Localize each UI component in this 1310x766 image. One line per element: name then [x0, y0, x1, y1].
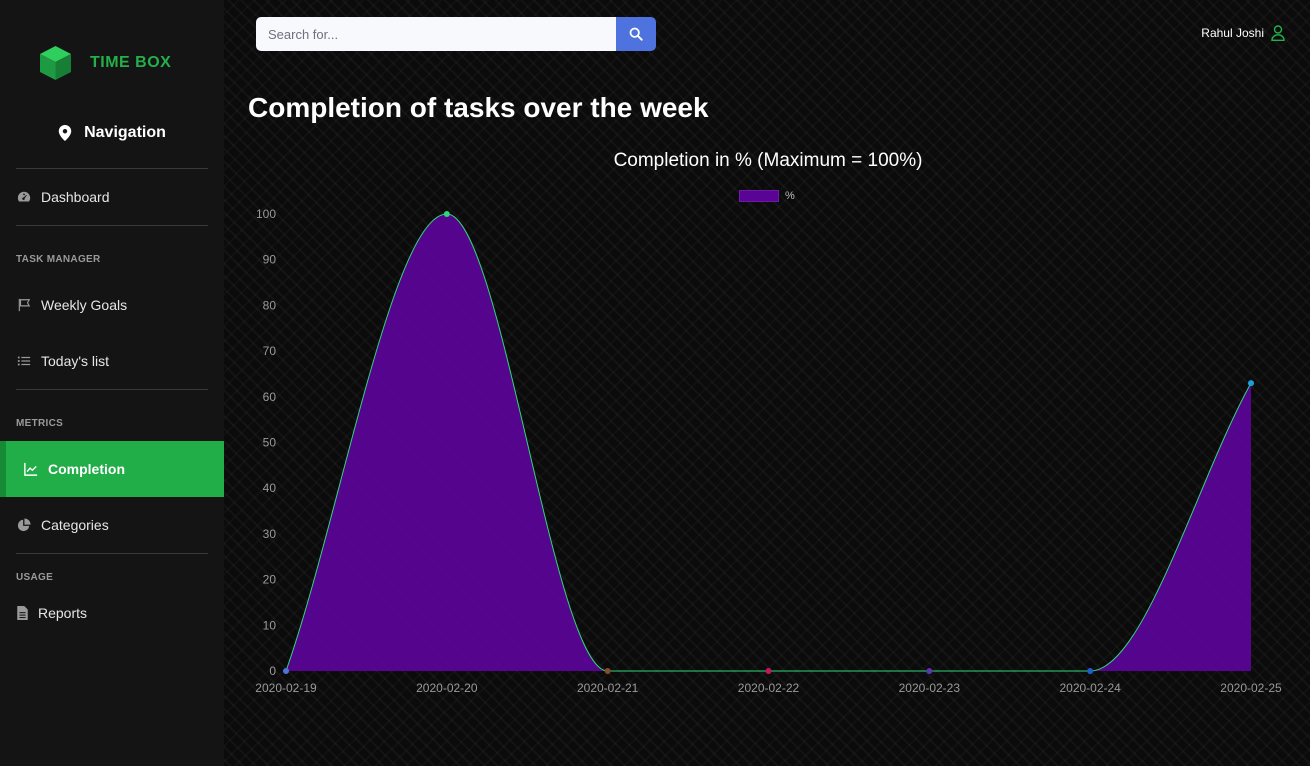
- search-icon: [629, 27, 643, 41]
- divider: [16, 389, 208, 390]
- legend-swatch: [739, 190, 779, 202]
- sidebar: TIME BOX Navigation Dashboard TASK MANAG…: [0, 0, 224, 766]
- x-tick-label: 2020-02-20: [416, 681, 478, 695]
- flag-icon: [18, 298, 31, 312]
- y-tick-label: 60: [263, 390, 277, 404]
- sidebar-item-label: Categories: [41, 517, 109, 533]
- sidebar-item-label: Dashboard: [41, 189, 110, 205]
- section-label-metrics: METRICS: [16, 418, 64, 429]
- y-tick-label: 0: [269, 664, 276, 678]
- y-tick-label: 40: [263, 481, 277, 495]
- sidebar-item-categories[interactable]: Categories: [0, 497, 224, 553]
- data-point: [765, 668, 772, 674]
- user-menu[interactable]: Rahul Joshi: [1201, 25, 1285, 41]
- area-fill: [286, 214, 1251, 671]
- chart-line-icon: [24, 462, 38, 476]
- x-tick-label: 2020-02-21: [577, 681, 639, 695]
- sidebar-item-reports[interactable]: Reports: [0, 585, 224, 641]
- data-point: [283, 668, 289, 674]
- map-marker-icon: [58, 125, 72, 141]
- data-point: [926, 668, 933, 674]
- y-tick-label: 90: [263, 253, 277, 267]
- cube-logo-icon: [40, 46, 71, 80]
- divider: [16, 225, 208, 226]
- sidebar-item-label: Reports: [38, 605, 88, 621]
- data-point: [1248, 380, 1254, 387]
- section-label-task-manager: TASK MANAGER: [16, 254, 101, 265]
- x-tick-label: 2020-02-24: [1059, 681, 1121, 695]
- sidebar-item-dashboard[interactable]: Dashboard: [0, 169, 224, 225]
- sidebar-item-todays-list[interactable]: Today's list: [0, 333, 224, 389]
- section-label-usage: USAGE: [16, 572, 54, 583]
- data-point: [1087, 668, 1094, 674]
- search-input[interactable]: [256, 17, 616, 51]
- y-tick-label: 30: [263, 527, 277, 541]
- y-tick-label: 20: [263, 573, 277, 587]
- navigation-heading: Navigation: [0, 124, 224, 142]
- x-tick-label: 2020-02-22: [738, 681, 800, 695]
- y-tick-label: 80: [263, 298, 277, 312]
- search-button[interactable]: [616, 17, 656, 51]
- file-icon: [17, 606, 28, 620]
- sidebar-item-completion[interactable]: Completion: [0, 441, 224, 497]
- search-bar: [256, 17, 656, 51]
- y-tick-label: 70: [263, 344, 277, 358]
- chart-legend[interactable]: %: [739, 190, 795, 202]
- pie-chart-icon: [17, 518, 31, 532]
- data-point: [604, 668, 611, 674]
- legend-label: %: [785, 190, 795, 202]
- x-tick-label: 2020-02-23: [899, 681, 961, 695]
- user-name: Rahul Joshi: [1201, 26, 1264, 40]
- completion-chart: 0 10 20 30 40 50 60 70 80 90 100 2020-02-19 2020-02-…: [255, 207, 1282, 695]
- tachometer-icon: [17, 191, 31, 202]
- brand[interactable]: TIME BOX: [38, 44, 171, 82]
- divider: [16, 168, 208, 169]
- divider: [16, 553, 208, 554]
- sidebar-item-label: Completion: [48, 461, 125, 477]
- chart-title: Completion in % (Maximum = 100%): [613, 150, 923, 171]
- x-tick-label: 2020-02-25: [1220, 681, 1282, 695]
- sidebar-item-label: Weekly Goals: [41, 297, 128, 313]
- user-icon: [1271, 25, 1285, 41]
- data-point: [443, 211, 450, 217]
- sidebar-item-weekly-goals[interactable]: Weekly Goals: [0, 277, 224, 333]
- y-tick-label: 10: [263, 618, 277, 632]
- y-tick-label: 100: [256, 207, 276, 221]
- y-tick-label: 50: [263, 436, 277, 450]
- sidebar-item-label: Today's list: [41, 353, 110, 369]
- series-line: [285, 213, 1252, 672]
- navigation-heading-label: Navigation: [84, 124, 166, 141]
- list-icon: [17, 356, 31, 366]
- page-title: Completion of tasks over the week: [248, 92, 709, 123]
- x-tick-label: 2020-02-19: [255, 681, 317, 695]
- brand-name: TIME BOX: [90, 54, 172, 71]
